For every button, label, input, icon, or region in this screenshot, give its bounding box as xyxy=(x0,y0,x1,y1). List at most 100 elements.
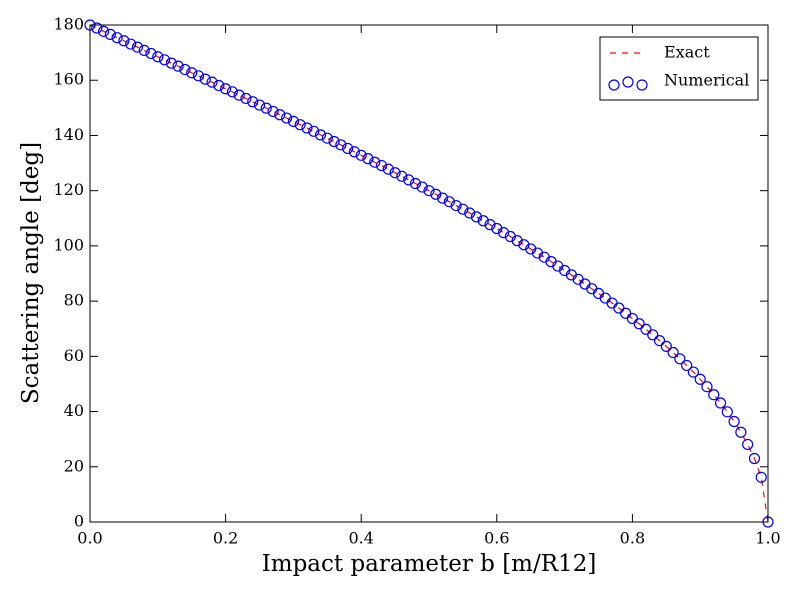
data-point xyxy=(226,86,238,98)
data-point xyxy=(301,122,313,134)
data-point xyxy=(206,76,218,88)
x-tick-label: 1.0 xyxy=(755,529,780,548)
data-point xyxy=(430,188,442,200)
data-point xyxy=(145,47,157,60)
data-point xyxy=(660,340,672,352)
data-point xyxy=(247,96,259,108)
data-point xyxy=(687,366,700,378)
data-point xyxy=(708,389,720,401)
x-tick-label: 0.2 xyxy=(213,529,238,548)
data-point xyxy=(179,63,191,76)
legend: Exact Numerical xyxy=(599,36,759,101)
data-point xyxy=(321,132,333,144)
data-point xyxy=(423,185,435,197)
legend-label: Exact xyxy=(664,43,710,62)
legend-marker xyxy=(622,76,634,88)
y-tick-label: 20 xyxy=(64,456,84,475)
data-point xyxy=(355,149,367,161)
plot-frame xyxy=(89,24,769,523)
data-point xyxy=(348,146,361,158)
data-point xyxy=(152,51,164,63)
data-point xyxy=(375,159,388,172)
data-point xyxy=(464,207,476,219)
data-point xyxy=(186,67,198,79)
data-point xyxy=(97,25,110,37)
data-point xyxy=(172,60,184,72)
data-point xyxy=(484,219,496,231)
data-point xyxy=(233,89,245,101)
data-point xyxy=(213,79,225,92)
legend-label: Numerical xyxy=(664,71,749,90)
data-point xyxy=(382,163,394,175)
legend-box xyxy=(599,36,759,101)
data-point xyxy=(647,329,659,341)
data-point xyxy=(138,44,150,57)
data-point xyxy=(118,35,130,47)
data-point xyxy=(640,323,652,335)
y-axis-label: Scattering angle [deg] xyxy=(18,142,44,404)
x-tick-label: 0.4 xyxy=(348,529,373,548)
x-tick-label: 0.8 xyxy=(620,529,645,548)
data-point xyxy=(457,203,469,215)
data-point xyxy=(253,99,266,111)
data-point xyxy=(653,334,666,347)
data-point xyxy=(342,142,354,155)
data-point xyxy=(104,28,116,40)
data-point xyxy=(497,227,510,239)
y-tick-label: 140 xyxy=(53,125,84,144)
data-point xyxy=(674,353,686,365)
data-point xyxy=(369,156,381,168)
data-point xyxy=(681,359,693,372)
data-point xyxy=(721,406,733,418)
data-point xyxy=(314,129,327,141)
data-point xyxy=(125,38,137,50)
data-point xyxy=(443,196,455,208)
data-point xyxy=(409,177,422,190)
data-point xyxy=(199,73,211,85)
data-point xyxy=(667,346,679,359)
data-point xyxy=(294,119,306,131)
data-point xyxy=(477,215,489,227)
y-tick-label: 120 xyxy=(53,180,84,199)
data-point xyxy=(260,102,272,114)
y-tick-label: 60 xyxy=(64,346,84,365)
data-point xyxy=(328,135,340,148)
data-point xyxy=(308,125,320,137)
data-point xyxy=(192,70,205,82)
data-point xyxy=(450,199,462,212)
y-tick-label: 0 xyxy=(74,512,84,531)
data-point xyxy=(694,373,706,385)
x-tick-label: 0.6 xyxy=(484,529,509,548)
data-point xyxy=(287,115,299,127)
legend-marker xyxy=(608,79,620,91)
data-point xyxy=(131,41,144,53)
data-point xyxy=(362,153,374,165)
data-point xyxy=(240,92,252,105)
data-point xyxy=(91,22,103,34)
data-point xyxy=(165,57,177,69)
data-point xyxy=(281,112,293,124)
legend-marker xyxy=(636,79,648,91)
y-tick-label: 80 xyxy=(64,291,84,310)
y-tick-label: 180 xyxy=(53,15,84,34)
data-point xyxy=(755,471,767,483)
y-tick-label: 40 xyxy=(64,401,84,420)
y-tick-label: 100 xyxy=(53,235,84,254)
x-tick-label: 0.0 xyxy=(77,529,102,548)
data-point xyxy=(335,139,347,151)
data-point xyxy=(158,54,171,66)
data-point xyxy=(403,174,415,186)
data-point xyxy=(742,438,754,451)
data-point xyxy=(274,109,286,121)
data-point xyxy=(389,167,401,179)
data-point xyxy=(111,32,123,44)
y-tick-label: 160 xyxy=(53,70,84,89)
x-axis-label: Impact parameter b [m/R12] xyxy=(262,551,597,577)
data-point xyxy=(436,192,449,204)
data-point xyxy=(220,83,232,95)
data-point xyxy=(633,318,645,330)
data-point xyxy=(748,452,761,465)
data-point xyxy=(728,415,740,428)
data-point xyxy=(396,170,408,182)
